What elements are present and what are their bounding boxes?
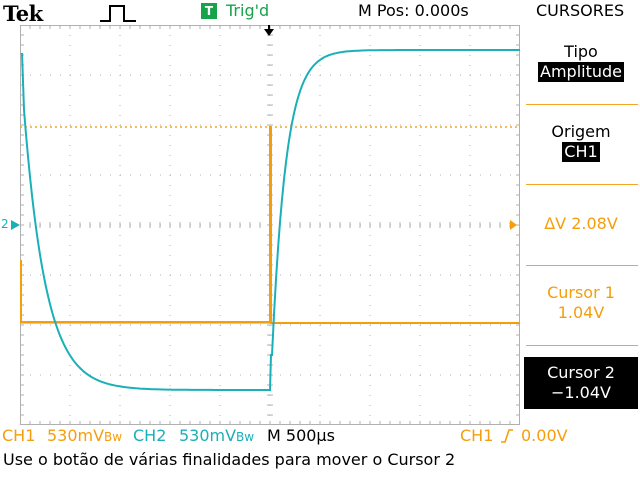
horizontal-position: M Pos: 0.000s: [358, 1, 469, 20]
menu-divider: [526, 184, 638, 185]
ch2-label: CH2: [133, 426, 167, 445]
waveform-traces: [20, 49, 520, 391]
ch1-scale: 530mV: [47, 426, 105, 445]
ch1-trigger-level-marker: [510, 220, 517, 230]
ch2-marker-label: 2: [1, 217, 9, 231]
single-pulse-icon: [100, 5, 136, 22]
menu-item-cursor1[interactable]: Cursor 1 1.04V: [522, 283, 640, 323]
channel-status-bar: CH1 530mV Bᴡ CH2 530mV Bᴡ M 500µs CH1 0.…: [0, 426, 640, 446]
trigger-status-icon: T: [201, 3, 217, 19]
trigger-status: Trig'd: [226, 1, 270, 20]
cursor1-label: Cursor 1: [547, 283, 615, 302]
menu-divider: [526, 104, 638, 105]
origin-label: Origem: [551, 122, 611, 141]
help-message: Use o botão de várias finalidades para m…: [3, 450, 456, 469]
cursor1-value: 1.04V: [557, 303, 605, 322]
menu-item-origin[interactable]: Origem CH1: [522, 122, 640, 162]
screen-markers: [264, 25, 517, 230]
trigger-source: CH1: [460, 426, 494, 445]
ch2-trace: [21, 49, 520, 391]
rising-edge-icon: [501, 429, 513, 443]
menu-divider: [526, 265, 638, 266]
origin-value: CH1: [562, 142, 600, 162]
ch1-bandwidth: Bᴡ: [104, 430, 123, 444]
delta-value: ΔV 2.08V: [544, 214, 618, 233]
top-status-bar: Tek T Trig'd M Pos: 0.000s CURSORES: [0, 0, 640, 26]
menu-divider: [526, 345, 638, 346]
ch1-label: CH1: [2, 426, 36, 445]
cursor-side-menu: Tipo Amplitude Origem CH1 ΔV 2.08V Curso…: [522, 24, 640, 426]
brand-logo: Tek: [3, 1, 43, 26]
trigger-level: 0.00V: [521, 426, 568, 445]
ch2-scale: 530mV: [179, 426, 237, 445]
ch2-marker-arrow: [11, 220, 20, 230]
menu-item-type[interactable]: Tipo Amplitude: [522, 42, 640, 82]
cursor2-label: Cursor 2: [547, 363, 615, 382]
ch1-trace: [20, 126, 520, 324]
delta-readout: ΔV 2.08V: [522, 214, 640, 234]
menu-item-cursor2[interactable]: Cursor 2 −1.04V: [524, 357, 638, 409]
timebase: M 500µs: [267, 426, 335, 445]
menu-title: CURSORES: [536, 1, 625, 20]
type-label: Tipo: [564, 42, 598, 61]
trigger-position-marker-stem: [268, 25, 270, 30]
ch2-bandwidth: Bᴡ: [236, 430, 255, 444]
cursor2-value: −1.04V: [551, 383, 611, 402]
trigger-position-marker: [264, 29, 274, 36]
type-value: Amplitude: [538, 62, 624, 82]
waveform-display: 2: [20, 25, 520, 425]
